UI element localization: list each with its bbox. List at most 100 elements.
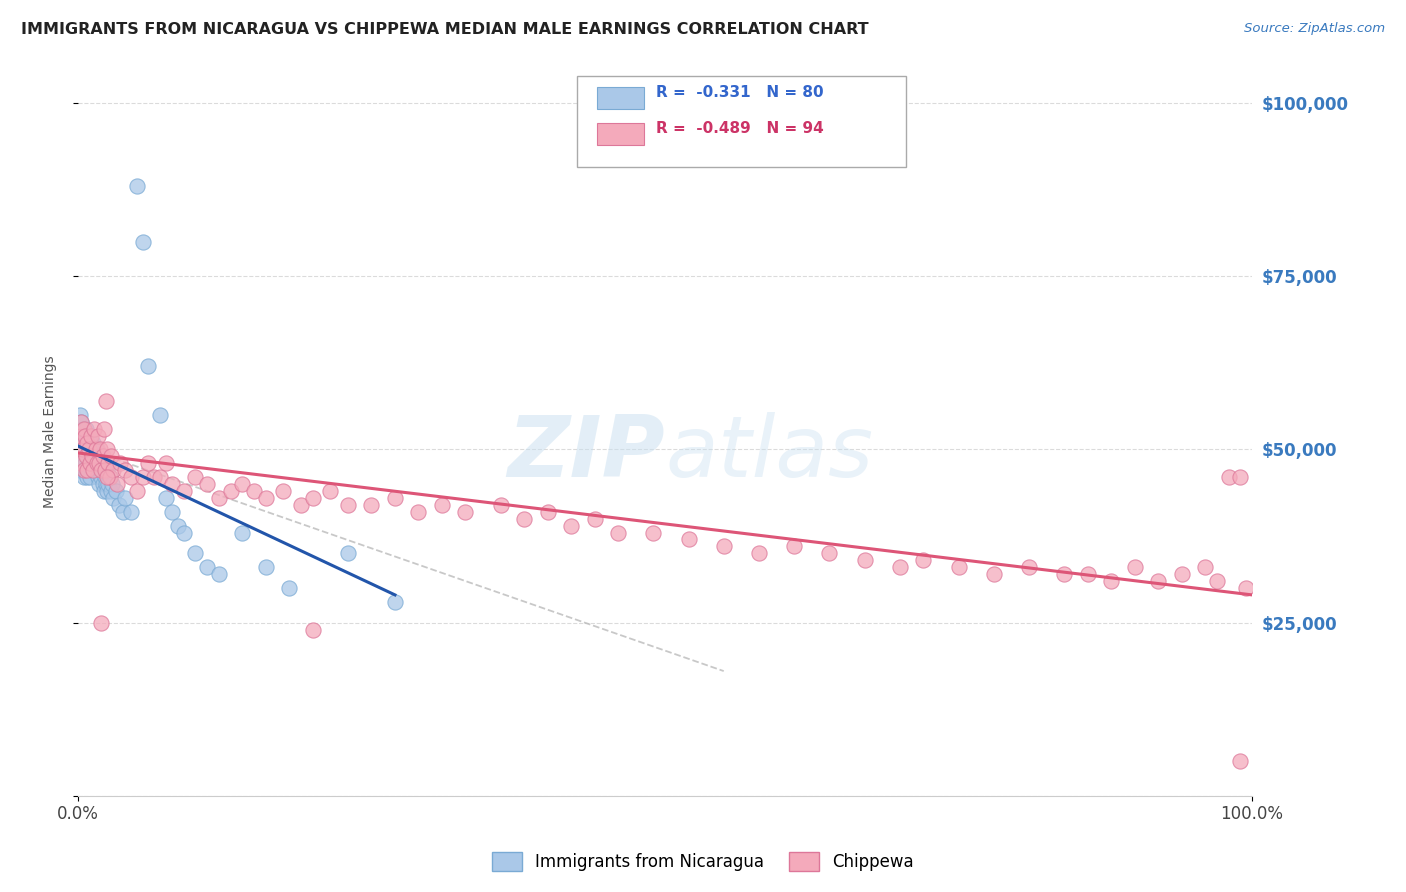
Point [1205,574,1227,588]
Point [80,456,103,470]
Point [80,435,103,450]
Point [337,498,360,512]
Point [195,477,218,491]
Point [108,498,131,512]
Point [93,463,115,477]
Point [254,560,277,574]
Point [254,491,277,505]
Point [83,463,105,477]
Point [195,560,218,574]
Point [560,518,582,533]
Point [1229,470,1251,484]
Point [290,498,312,512]
Point [96,463,118,477]
Point [149,408,172,422]
Text: atlas: atlas [665,412,873,495]
Point [89,442,111,457]
Text: IMMIGRANTS FROM NICARAGUA VS CHIPPEWA MEDIAN MALE EARNINGS CORRELATION CHART: IMMIGRANTS FROM NICARAGUA VS CHIPPEWA ME… [21,22,869,37]
Point [713,540,735,554]
Point [84,450,107,464]
Point [120,505,142,519]
Point [100,450,122,464]
Point [818,546,841,560]
Point [91,477,114,491]
Point [101,477,124,491]
Point [70,415,93,429]
Point [69,408,91,422]
Point [1123,560,1146,574]
Point [80,442,103,457]
Point [97,477,120,491]
Point [101,491,124,505]
Point [73,470,96,484]
Point [76,470,98,484]
Point [86,463,108,477]
Point [75,463,97,477]
Point [430,498,453,512]
Point [75,422,97,436]
Point [120,470,142,484]
Point [643,525,665,540]
Point [87,477,110,491]
Point [77,456,100,470]
Point [184,546,207,560]
Point [72,463,94,477]
Point [243,483,266,498]
Point [219,483,242,498]
Point [89,463,111,477]
Point [301,491,323,505]
Point [1194,560,1216,574]
Point [75,450,97,464]
Point [748,546,770,560]
Point [87,450,110,464]
Legend: Immigrants from Nicaragua, Chippewa: Immigrants from Nicaragua, Chippewa [484,843,922,880]
Point [82,463,104,477]
Point [384,595,406,609]
Point [97,456,120,470]
FancyBboxPatch shape [598,87,644,109]
Point [76,435,98,450]
Point [114,463,136,477]
Point [70,442,93,457]
Point [1018,560,1040,574]
Point [91,450,114,464]
Point [80,450,103,464]
Point [160,477,183,491]
Point [77,435,100,450]
Point [70,456,93,470]
Point [94,394,117,409]
Point [105,477,128,491]
Point [489,498,512,512]
Point [69,435,91,450]
Point [79,470,101,484]
Point [889,560,911,574]
Point [93,422,115,436]
Point [79,456,101,470]
Point [536,505,558,519]
Point [583,512,606,526]
Point [69,428,91,442]
Point [983,567,1005,582]
Point [384,491,406,505]
Point [73,435,96,450]
Point [84,442,107,457]
Point [67,450,90,464]
Point [231,525,253,540]
Point [149,470,172,484]
Point [83,422,105,436]
Point [69,463,91,477]
Text: ZIP: ZIP [508,412,665,495]
Point [125,179,148,194]
Point [166,518,188,533]
Point [96,442,118,457]
Point [111,505,134,519]
Point [76,450,98,464]
Point [131,470,153,484]
Point [86,456,108,470]
Point [607,525,630,540]
Point [337,546,360,560]
Point [783,540,806,554]
Point [273,483,295,498]
Point [125,483,148,498]
Point [1147,574,1170,588]
